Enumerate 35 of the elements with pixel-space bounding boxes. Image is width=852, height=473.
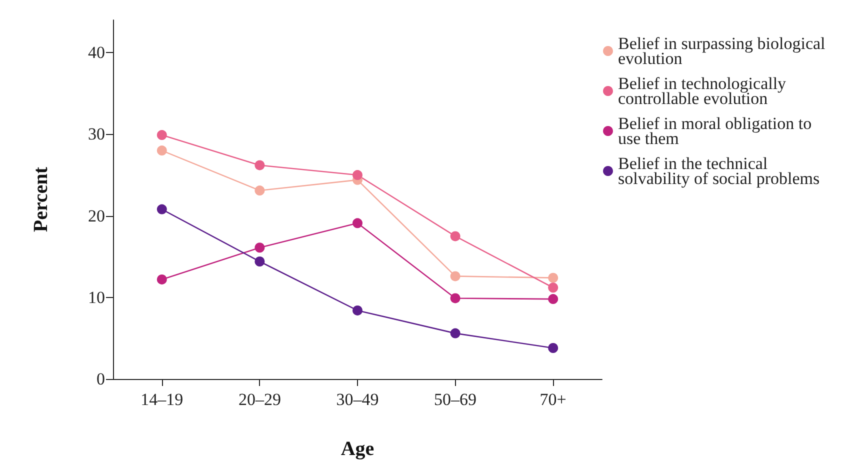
y-tick-label: 10 — [88, 288, 105, 307]
point — [450, 328, 460, 338]
legend-label: Belief in the technical solvability of social problems — [618, 154, 820, 188]
legend-label: Belief in moral obligation to use them — [618, 114, 816, 148]
point — [254, 256, 265, 267]
y-tick-label: 40 — [88, 43, 105, 62]
point — [548, 343, 558, 353]
x-tick-label: 30–49 — [336, 390, 379, 409]
y-tick-label: 30 — [88, 124, 105, 144]
point — [548, 294, 558, 304]
legend-label: Belief in surpassing biological evolution — [618, 34, 830, 68]
x-tick-label: 14–19 — [140, 390, 184, 409]
x-tick-label: 70+ — [540, 390, 566, 409]
point — [548, 272, 558, 283]
x-tick-label: 50–69 — [434, 390, 477, 409]
point — [352, 305, 362, 316]
point — [548, 282, 558, 293]
point — [254, 186, 265, 196]
point — [352, 170, 362, 180]
x-axis-title: Age — [340, 438, 374, 460]
point — [450, 293, 460, 304]
point — [254, 242, 265, 253]
point — [450, 271, 460, 282]
point — [156, 204, 167, 214]
y-axis-title: Percent — [30, 166, 52, 232]
point — [450, 231, 460, 242]
point — [156, 130, 167, 140]
y-tick-label: 0 — [96, 370, 105, 388]
point — [156, 146, 167, 156]
y-tick-label: 20 — [88, 206, 105, 226]
x-tick-label: 20–29 — [238, 390, 281, 409]
point — [156, 274, 167, 284]
point — [254, 160, 265, 170]
point — [352, 218, 362, 228]
legend-label: Belief in technologically controllable evolution — [618, 74, 790, 108]
